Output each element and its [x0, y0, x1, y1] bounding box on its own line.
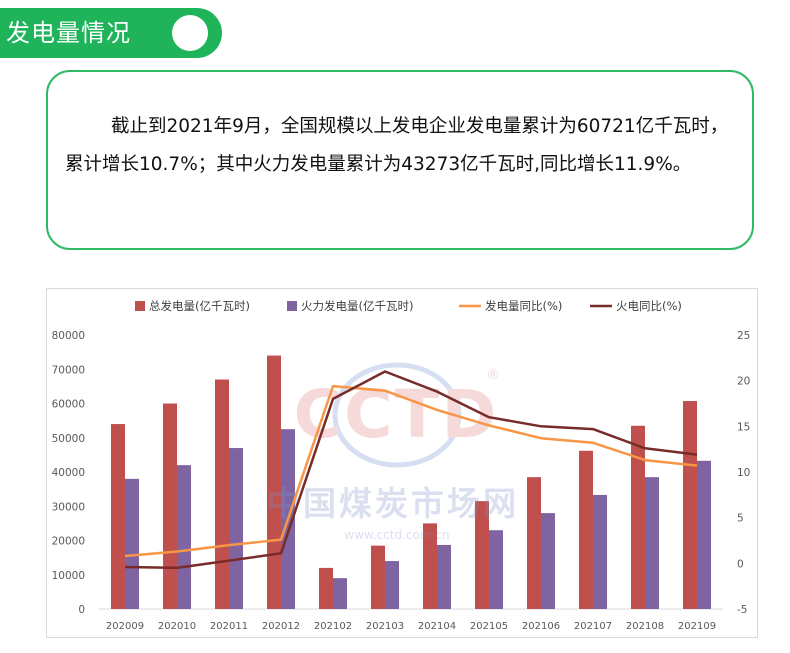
legend-label: 发电量同比(%) [485, 299, 562, 313]
thermal-generation-bar [489, 530, 503, 609]
watermark-ring-icon [332, 362, 462, 468]
left-axis-tick-label: 30000 [52, 501, 85, 513]
thermal-generation-bar [697, 460, 711, 609]
right-axis-tick-label: -5 [737, 604, 747, 616]
x-axis-tick-label: 202102 [314, 621, 352, 632]
left-axis-tick-label: 80000 [52, 330, 85, 342]
x-axis-tick-label: 202104 [418, 621, 456, 632]
right-axis-tick-label: 15 [737, 421, 750, 433]
header-circle-decoration [172, 15, 208, 51]
total-generation-bar [111, 424, 125, 609]
total-generation-bar [319, 567, 333, 609]
total-generation-bar [267, 355, 281, 609]
x-axis-tick-label: 202010 [158, 621, 196, 632]
right-axis-tick-label: 25 [737, 330, 750, 342]
total-generation-bar [371, 545, 385, 609]
generation-yoy-line [124, 384, 698, 558]
right-axis-tick-label: 10 [737, 467, 750, 479]
total-generation-bar [683, 401, 697, 609]
right-axis-tick-label: 0 [737, 558, 744, 570]
watermark-url: www.cctd.com.cn [344, 528, 449, 542]
left-axis-tick-label: 50000 [52, 433, 85, 445]
thermal-generation-bar [177, 465, 191, 609]
legend-label: 火电同比(%) [616, 299, 682, 313]
thermal-generation-bar [333, 578, 347, 609]
x-axis-tick-label: 202011 [210, 621, 248, 632]
total-generation-bar [215, 379, 229, 609]
left-axis-tick-label: 0 [78, 604, 85, 616]
x-axis-tick-label: 202106 [522, 621, 560, 632]
section-header: 发电量情况 [0, 8, 222, 58]
thermal-generation-bar [645, 477, 659, 609]
total-generation-bar [423, 523, 437, 609]
watermark-site-name: 中国煤炭市场网 [267, 484, 519, 523]
thermal-generation-bar [385, 561, 399, 609]
legend-swatch [287, 301, 297, 311]
summary-text: 截止到2021年9月，全国规模以上发电企业发电量累计为60721亿千瓦时，累计增… [65, 116, 729, 175]
thermal-generation-bar [229, 448, 243, 609]
thermal-generation-bar [437, 544, 451, 609]
summary-card: 截止到2021年9月，全国规模以上发电企业发电量累计为60721亿千瓦时，累计增… [46, 70, 754, 250]
x-axis-tick-label: 202012 [262, 621, 300, 632]
chart-panel: 0 10000 20000 30000 40000 50000 60000 70000 8000… [46, 288, 758, 638]
right-axis-tick-label: 20 [737, 376, 750, 388]
left-axis-tick-label: 40000 [52, 467, 85, 479]
thermal-yoy-line [124, 370, 698, 570]
thermal-generation-bar [593, 494, 607, 609]
x-axis-tick-label: 202108 [626, 621, 664, 632]
total-generation-bar [527, 477, 541, 609]
x-axis-tick-label: 202009 [106, 621, 144, 632]
left-axis-tick-label: 70000 [52, 364, 85, 376]
total-generation-bar [631, 425, 645, 609]
x-axis-tick-label: 202105 [470, 621, 508, 632]
total-generation-bar [163, 403, 177, 609]
left-axis-tick-label: 60000 [52, 399, 85, 411]
legend-swatch [135, 301, 145, 311]
right-axis-tick-label: 5 [737, 513, 744, 525]
total-generation-bar [475, 501, 489, 609]
x-axis-tick-label: 202107 [574, 621, 612, 632]
legend-label: 火力发电量(亿千瓦时) [301, 299, 413, 313]
power-generation-chart: 0 10000 20000 30000 40000 50000 60000 70000 8000… [52, 299, 751, 632]
left-axis-tick-label: 20000 [52, 536, 85, 548]
registered-mark-icon: ® [486, 367, 500, 383]
left-axis-tick-label: 10000 [52, 570, 85, 582]
thermal-generation-bar [125, 478, 139, 609]
section-title: 发电量情况 [6, 19, 131, 47]
x-axis-tick-label: 202103 [366, 621, 404, 632]
total-generation-bar [579, 450, 593, 609]
x-axis-tick-label: 202109 [678, 621, 716, 632]
legend-label: 总发电量(亿千瓦时) [149, 299, 250, 313]
thermal-generation-bar [541, 513, 555, 609]
